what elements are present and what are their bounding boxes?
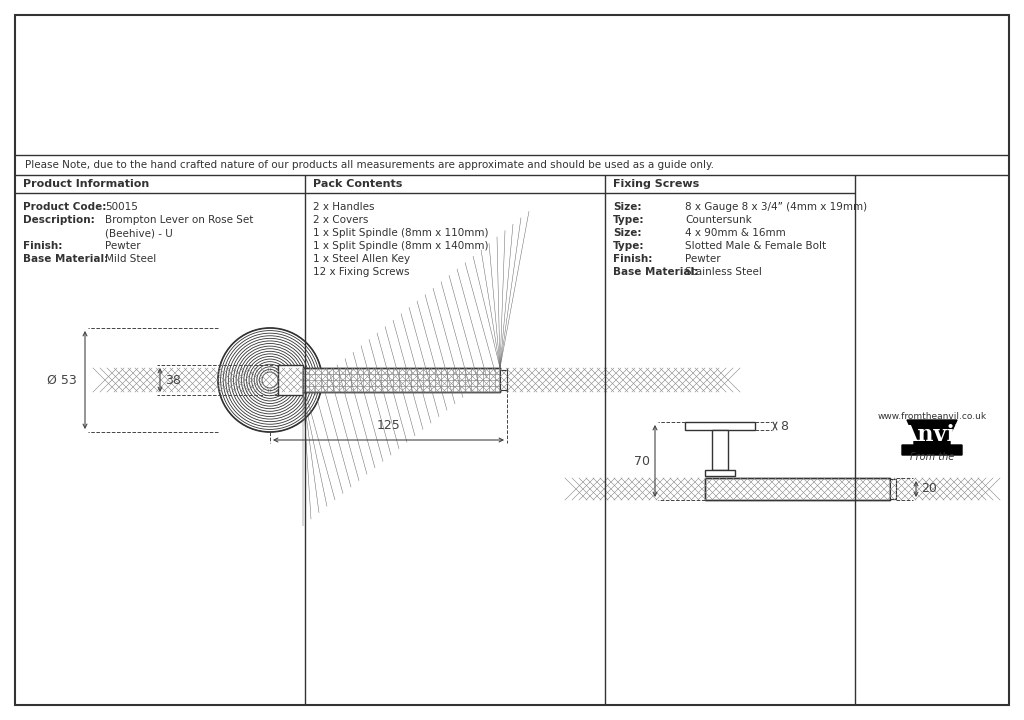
Text: Base Material:: Base Material: — [23, 254, 109, 264]
Text: Countersunk: Countersunk — [685, 215, 752, 225]
Text: Pack Contents: Pack Contents — [313, 179, 402, 189]
Polygon shape — [902, 420, 962, 455]
Text: Mild Steel: Mild Steel — [105, 254, 157, 264]
Text: 20: 20 — [921, 482, 937, 495]
Text: Slotted Male & Female Bolt: Slotted Male & Female Bolt — [685, 241, 826, 251]
Bar — [278, 365, 303, 395]
Text: Type:: Type: — [613, 215, 644, 225]
Text: Description:: Description: — [23, 215, 95, 225]
Bar — [303, 368, 500, 392]
Bar — [712, 430, 728, 470]
Text: 8: 8 — [780, 420, 788, 433]
Text: 12 x Fixing Screws: 12 x Fixing Screws — [313, 267, 410, 277]
Text: 1 x Split Spindle (8mm x 140mm): 1 x Split Spindle (8mm x 140mm) — [313, 241, 488, 251]
Text: 1 x Split Spindle (8mm x 110mm): 1 x Split Spindle (8mm x 110mm) — [313, 228, 488, 238]
Text: Type:: Type: — [613, 241, 644, 251]
Text: Size:: Size: — [613, 202, 641, 212]
Text: Finish:: Finish: — [23, 241, 62, 251]
Text: Finish:: Finish: — [613, 254, 652, 264]
Text: 8 x Gauge 8 x 3/4” (4mm x 19mm): 8 x Gauge 8 x 3/4” (4mm x 19mm) — [685, 202, 867, 212]
Text: 4 x 90mm & 16mm: 4 x 90mm & 16mm — [685, 228, 785, 238]
Bar — [705, 478, 890, 500]
Text: Pewter: Pewter — [105, 241, 140, 251]
Text: Size:: Size: — [613, 228, 641, 238]
Bar — [303, 368, 500, 392]
Text: (Beehive) - U: (Beehive) - U — [105, 228, 173, 238]
Text: Product Information: Product Information — [23, 179, 150, 189]
Bar — [500, 370, 507, 390]
Text: Base Material:: Base Material: — [613, 267, 698, 277]
Text: Ø 53: Ø 53 — [47, 374, 77, 387]
Text: 2 x Covers: 2 x Covers — [313, 215, 369, 225]
Text: From the: From the — [910, 452, 954, 462]
Text: 38: 38 — [165, 374, 181, 387]
Text: 70: 70 — [634, 454, 650, 467]
Text: Stainless Steel: Stainless Steel — [685, 267, 762, 277]
Text: Fixing Screws: Fixing Screws — [613, 179, 699, 189]
Text: Product Code:: Product Code: — [23, 202, 106, 212]
Bar — [685, 422, 755, 430]
Bar — [705, 478, 890, 500]
Text: www.fromtheanvil.co.uk: www.fromtheanvil.co.uk — [878, 412, 986, 421]
Text: 2 x Handles: 2 x Handles — [313, 202, 375, 212]
Bar — [705, 470, 735, 476]
Text: Brompton Lever on Rose Set: Brompton Lever on Rose Set — [105, 215, 253, 225]
Text: 125: 125 — [377, 419, 400, 432]
Text: Pewter: Pewter — [685, 254, 721, 264]
Text: 50015: 50015 — [105, 202, 138, 212]
Text: Please Note, due to the hand crafted nature of our products all measurements are: Please Note, due to the hand crafted nat… — [25, 160, 714, 170]
Bar — [890, 479, 896, 499]
Text: Anvil: Anvil — [900, 424, 964, 446]
Text: 1 x Steel Allen Key: 1 x Steel Allen Key — [313, 254, 411, 264]
